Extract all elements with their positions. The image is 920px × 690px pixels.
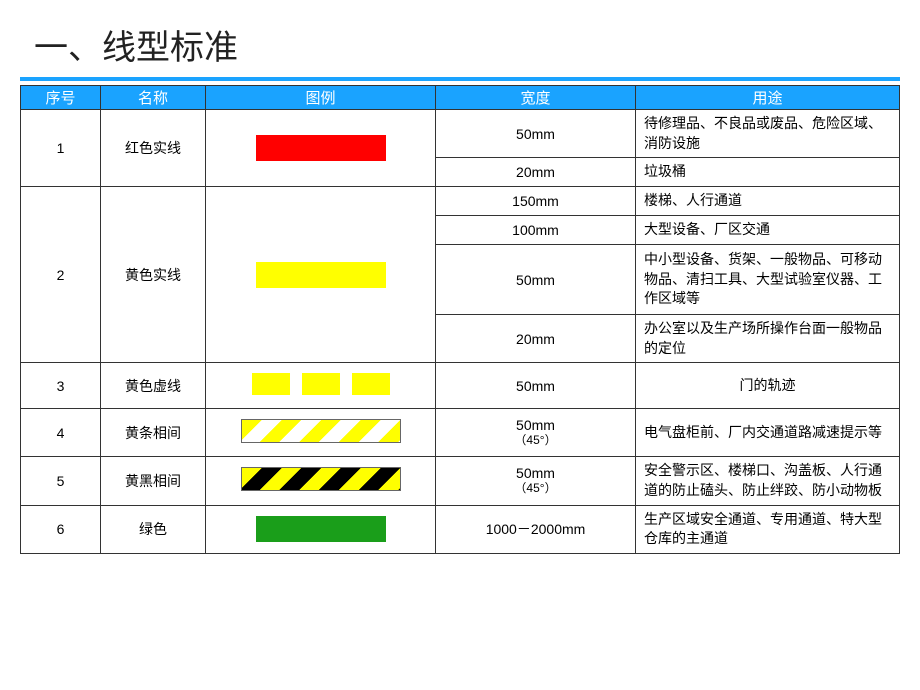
cell-usage: 门的轨迹 bbox=[636, 363, 900, 409]
cell-usage: 大型设备、厂区交通 bbox=[636, 216, 900, 245]
table-row: 4 黄条相间 50mm （45°） 电气盘柜前、厂内交通道路减速提示等 bbox=[21, 409, 900, 457]
cell-name: 绿色 bbox=[101, 505, 206, 553]
width-sub: （45°） bbox=[440, 481, 631, 497]
cell-idx: 4 bbox=[21, 409, 101, 457]
legend-stripe-yellow-white bbox=[241, 419, 401, 443]
table-row: 5 黄黑相间 50mm （45°） 安全警示区、楼梯口、沟盖板、人行通道的防止磕… bbox=[21, 457, 900, 505]
cell-idx: 5 bbox=[21, 457, 101, 505]
legend-dashed-yellow bbox=[252, 373, 390, 395]
cell-legend bbox=[206, 505, 436, 553]
cell-idx: 6 bbox=[21, 505, 101, 553]
cell-idx: 3 bbox=[21, 363, 101, 409]
cell-usage: 安全警示区、楼梯口、沟盖板、人行通道的防止磕头、防止绊跤、防小动物板 bbox=[636, 457, 900, 505]
th-idx: 序号 bbox=[21, 86, 101, 110]
table-row: 1 红色实线 50mm 待修理品、不良品或废品、危险区域、消防设施 bbox=[21, 110, 900, 158]
th-usage: 用途 bbox=[636, 86, 900, 110]
th-legend: 图例 bbox=[206, 86, 436, 110]
table-header-row: 序号 名称 图例 宽度 用途 bbox=[21, 86, 900, 110]
cell-usage: 生产区域安全通道、专用通道、特大型仓库的主通道 bbox=[636, 505, 900, 553]
th-width: 宽度 bbox=[436, 86, 636, 110]
cell-width: 100mm bbox=[436, 216, 636, 245]
cell-name: 黄色实线 bbox=[101, 187, 206, 363]
cell-idx: 1 bbox=[21, 110, 101, 187]
legend-swatch-yellow bbox=[256, 262, 386, 288]
cell-usage: 垃圾桶 bbox=[636, 158, 900, 187]
cell-name: 黄黑相间 bbox=[101, 457, 206, 505]
cell-width: 20mm bbox=[436, 315, 636, 363]
cell-legend bbox=[206, 457, 436, 505]
width-value: 50mm bbox=[440, 417, 631, 433]
cell-legend bbox=[206, 363, 436, 409]
th-name: 名称 bbox=[101, 86, 206, 110]
legend-swatch-red bbox=[256, 135, 386, 161]
cell-legend bbox=[206, 187, 436, 363]
cell-width: 50mm bbox=[436, 110, 636, 158]
cell-name: 黄条相间 bbox=[101, 409, 206, 457]
cell-usage: 中小型设备、货架、一般物品、可移动物品、清扫工具、大型试验室仪器、工作区域等 bbox=[636, 245, 900, 315]
cell-width: 50mm （45°） bbox=[436, 409, 636, 457]
cell-usage: 待修理品、不良品或废品、危险区域、消防设施 bbox=[636, 110, 900, 158]
cell-usage: 电气盘柜前、厂内交通道路减速提示等 bbox=[636, 409, 900, 457]
legend-stripe-yellow-black bbox=[241, 467, 401, 491]
cell-usage: 楼梯、人行通道 bbox=[636, 187, 900, 216]
width-sub: （45°） bbox=[440, 433, 631, 449]
cell-name: 黄色虚线 bbox=[101, 363, 206, 409]
cell-width: 150mm bbox=[436, 187, 636, 216]
cell-legend bbox=[206, 409, 436, 457]
cell-width: 1000－2000mm bbox=[436, 505, 636, 553]
page-title: 一、线型标准 bbox=[34, 20, 900, 69]
table-row: 3 黄色虚线 50mm 门的轨迹 bbox=[21, 363, 900, 409]
cell-width: 20mm bbox=[436, 158, 636, 187]
cell-width: 50mm bbox=[436, 363, 636, 409]
legend-swatch-green bbox=[256, 516, 386, 542]
cell-name: 红色实线 bbox=[101, 110, 206, 187]
cell-usage: 办公室以及生产场所操作台面一般物品的定位 bbox=[636, 315, 900, 363]
cell-idx: 2 bbox=[21, 187, 101, 363]
table-row: 2 黄色实线 150mm 楼梯、人行通道 bbox=[21, 187, 900, 216]
cell-width: 50mm bbox=[436, 245, 636, 315]
line-standard-table: 序号 名称 图例 宽度 用途 1 红色实线 50mm 待修理品、不良品或废品、危… bbox=[20, 85, 900, 554]
table-row: 6 绿色 1000－2000mm 生产区域安全通道、专用通道、特大型仓库的主通道 bbox=[21, 505, 900, 553]
title-underline bbox=[20, 77, 900, 81]
width-value: 50mm bbox=[440, 465, 631, 481]
cell-legend bbox=[206, 110, 436, 187]
cell-width: 50mm （45°） bbox=[436, 457, 636, 505]
